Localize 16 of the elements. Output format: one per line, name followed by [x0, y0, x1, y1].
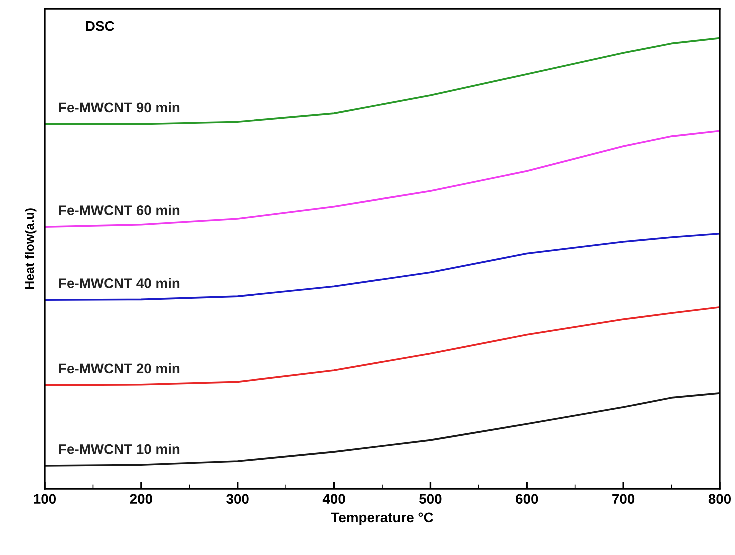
series-label: Fe-MWCNT 20 min	[59, 363, 180, 374]
x-tick-label: 100	[34, 494, 56, 504]
chart-title: DSC	[86, 21, 114, 32]
series-label: Fe-MWCNT 60 min	[59, 205, 180, 216]
series-label: Fe-MWCNT 90 min	[59, 102, 180, 113]
x-tick-label: 600	[516, 494, 538, 504]
x-tick-label: 800	[708, 494, 732, 504]
series-label: Fe-MWCNT 10 min	[59, 444, 180, 454]
x-axis-title: Temperature °C	[331, 512, 434, 526]
y-axis-title: Heat flow(a.u)	[25, 208, 37, 290]
series-label: Fe-MWCNT 40 min	[59, 278, 180, 288]
x-tick-label: 700	[612, 494, 635, 504]
x-tick-label: 200	[130, 494, 152, 504]
x-tick-label: 400	[322, 494, 346, 504]
x-tick-label: 500	[420, 494, 442, 504]
x-tick-label: 300	[226, 494, 249, 504]
